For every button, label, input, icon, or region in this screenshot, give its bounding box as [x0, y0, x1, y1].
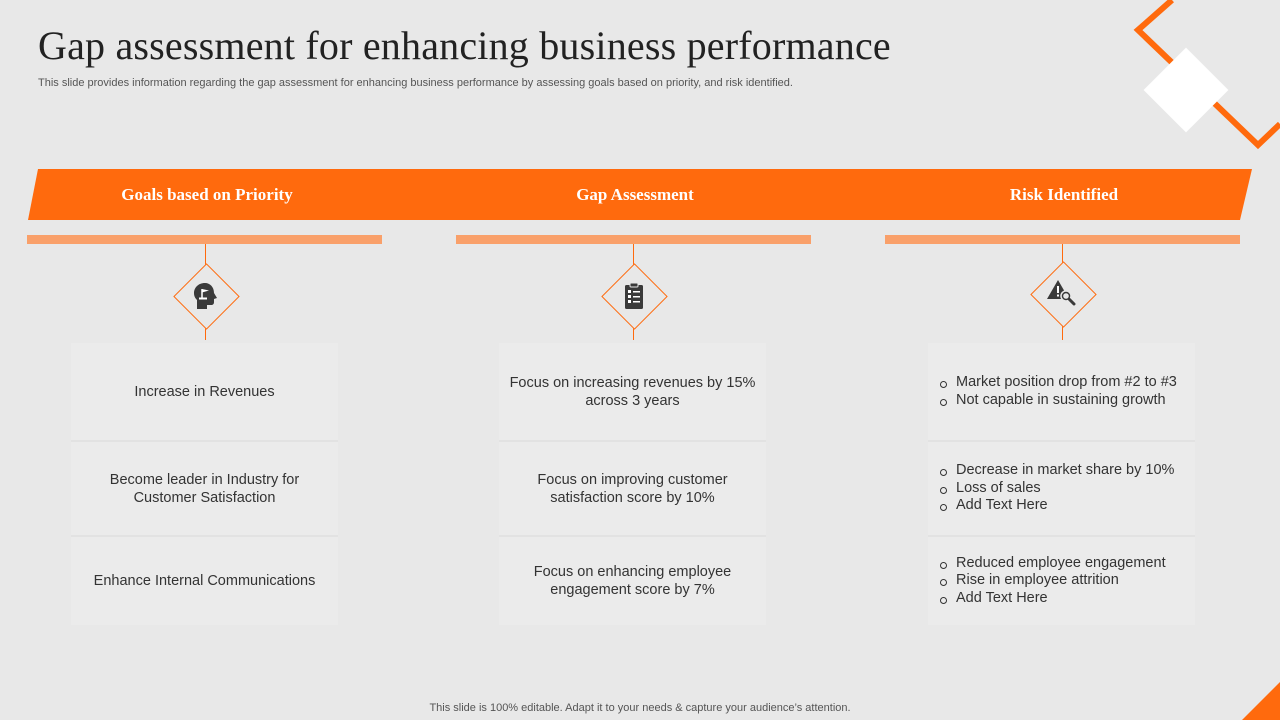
gap-text: Focus on increasing revenues by 15% acro…	[509, 374, 756, 409]
risk-list: Market position drop from #2 to #3 Not c…	[938, 374, 1177, 409]
risk-list: Reduced employee engagement Rise in empl…	[938, 555, 1166, 608]
goal-card: Enhance Internal Communications	[71, 535, 338, 625]
risk-item: Loss of sales	[938, 480, 1174, 498]
column-heading-goals: Goals based on Priority	[121, 184, 293, 204]
risk-item: Market position drop from #2 to #3	[938, 374, 1177, 392]
warning-magnifier-icon	[1047, 280, 1076, 306]
goal-text: Enhance Internal Communications	[93, 573, 316, 589]
goal-text: Increase in Revenues	[134, 383, 275, 400]
gap-card: Focus on increasing revenues by 15% acro…	[499, 343, 766, 440]
footer-note: This slide is 100% editable. Adapt it to…	[429, 702, 851, 714]
risk-list: Decrease in market share by 10% Loss of …	[938, 462, 1174, 515]
gap-text: Focus on improving customer satisfaction…	[537, 471, 728, 506]
risk-item: Add Text Here	[938, 497, 1174, 515]
corner-decoration-bottom	[1242, 682, 1280, 720]
risk-item: Reduced employee engagement	[938, 555, 1166, 573]
corner-decoration	[1133, 0, 1280, 150]
head-goal-icon	[194, 283, 217, 309]
column-heading-risk: Risk Identified	[1009, 184, 1119, 204]
column-bar-goals	[27, 235, 382, 244]
risk-card: Decrease in market share by 10% Loss of …	[928, 440, 1195, 535]
column-bar-gap	[456, 235, 811, 244]
goal-card: Become leader in Industry for Customer S…	[71, 440, 338, 535]
risk-card: Market position drop from #2 to #3 Not c…	[928, 343, 1195, 440]
risk-item: Rise in employee attrition	[938, 572, 1166, 590]
gap-card: Focus on improving customer satisfaction…	[499, 440, 766, 535]
header-band	[28, 169, 1252, 220]
column-heading-gap: Gap Assessment	[576, 184, 694, 204]
page-subtitle: This slide provides information regardin…	[38, 77, 793, 89]
column-bar-risk	[885, 235, 1240, 244]
gap-text: Focus on enhancing employee engagement s…	[533, 564, 732, 598]
checklist-clipboard-icon	[625, 282, 643, 309]
goal-card: Increase in Revenues	[71, 343, 338, 440]
goal-text: Become leader in Industry for Customer S…	[109, 471, 300, 506]
risk-card: Reduced employee engagement Rise in empl…	[928, 535, 1195, 625]
risk-item: Add Text Here	[938, 590, 1166, 608]
risk-item: Not capable in sustaining growth	[938, 392, 1177, 410]
gap-card: Focus on enhancing employee engagement s…	[499, 535, 766, 625]
page-title: Gap assessment for enhancing business pe…	[38, 23, 891, 68]
risk-item: Decrease in market share by 10%	[938, 462, 1174, 480]
